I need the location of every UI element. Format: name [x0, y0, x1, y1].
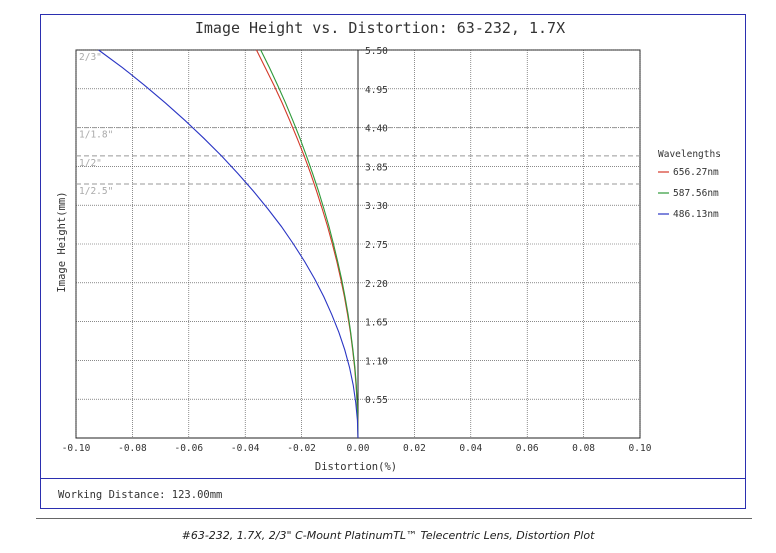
plot-frame [40, 14, 746, 509]
working-distance: Working Distance: 123.00mm [58, 489, 223, 501]
y-tick-label: 2.75 [365, 240, 388, 251]
x-tick-label: -0.06 [174, 443, 203, 454]
series-line [98, 49, 359, 439]
series-group [98, 49, 359, 439]
series-line [260, 49, 359, 439]
sensor-format-label: 2/3" [79, 52, 102, 63]
legend-entry: 656.27nm [673, 167, 719, 178]
y-axis-label: Image Height(mm) [56, 191, 68, 292]
sensor-format-label: 1/2" [79, 158, 102, 169]
y-tick-label: 2.20 [365, 279, 388, 290]
x-tick-label: -0.02 [287, 443, 316, 454]
y-tick-label: 1.10 [365, 356, 388, 367]
y-tick-label: 0.55 [365, 395, 388, 406]
y-tick-label: 4.95 [365, 85, 388, 96]
legend-entry: 587.56nm [673, 188, 719, 199]
x-tick-label: -0.10 [62, 443, 91, 454]
y-tick-label: 1.65 [365, 318, 388, 329]
axes: -0.10 -0.08 -0.06 -0.04 -0.02 0.00 0.02 0.04 0.0… [62, 46, 652, 454]
y-tick-label: 4.40 [365, 124, 388, 135]
legend-title: Wavelengths [658, 149, 721, 160]
chart-title: Image Height vs. Distortion: 63-232, 1.7… [195, 19, 565, 37]
x-tick-label: -0.08 [118, 443, 147, 454]
caption-divider [36, 518, 752, 519]
x-tick-label: 0.02 [403, 443, 426, 454]
x-tick-label: 0.06 [516, 443, 539, 454]
y-tick-label: 5.50 [365, 46, 388, 57]
x-axis-label: Distortion(%) [315, 461, 397, 473]
figure-caption: #63-232, 1.7X, 2/3" C-Mount PlatinumTL™ … [181, 529, 595, 542]
legend: Wavelengths 656.27nm 587.56nm 486.13nm [658, 149, 721, 220]
y-tick-label: 3.85 [365, 162, 388, 173]
footer-divider [40, 478, 746, 479]
legend-entry: 486.13nm [673, 209, 719, 220]
sensor-format-label: 1/2.5" [79, 186, 113, 197]
x-tick-label: 0.08 [572, 443, 595, 454]
x-tick-label: 0.10 [629, 443, 652, 454]
sensor-format-label: 1/1.8" [79, 130, 113, 141]
x-tick-label: 0.00 [347, 443, 370, 454]
x-tick-label: -0.04 [231, 443, 260, 454]
y-tick-label: 3.30 [365, 201, 388, 212]
x-tick-label: 0.04 [459, 443, 482, 454]
